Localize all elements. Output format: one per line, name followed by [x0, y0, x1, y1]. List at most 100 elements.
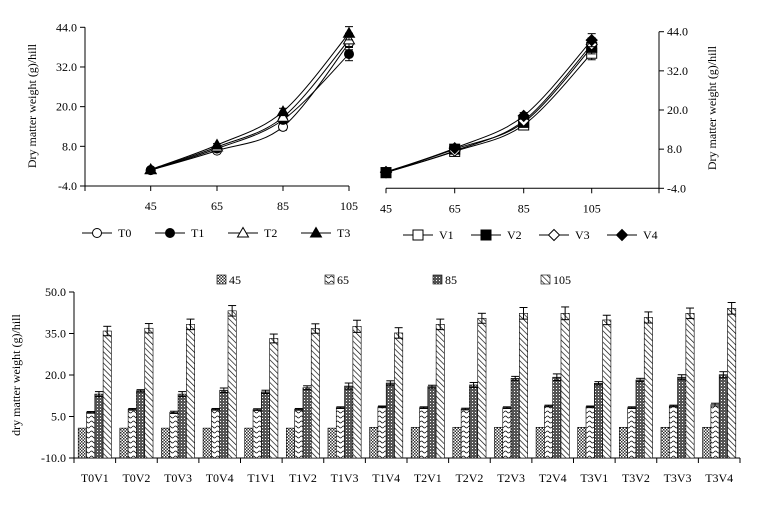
- y-tick-label: -10.0: [41, 451, 66, 465]
- bar: [677, 376, 687, 459]
- bar: [535, 426, 545, 459]
- bar: [577, 426, 587, 459]
- bar: [302, 387, 312, 459]
- x-tick-label: T2V1: [414, 471, 442, 485]
- bar: [94, 393, 104, 459]
- bar: [102, 330, 112, 459]
- x-tick-label: T3V2: [622, 471, 650, 485]
- bar: [410, 426, 420, 459]
- bar: [469, 384, 479, 459]
- series-line: [385, 39, 593, 173]
- x-tick-label: T0V4: [206, 471, 234, 485]
- bar: [261, 391, 270, 459]
- legend-label: 65: [337, 273, 349, 287]
- series-line: [385, 44, 593, 173]
- y-axis-label: Dry matter weight (g)/hill: [25, 43, 39, 168]
- data-point: [517, 109, 530, 123]
- bar: [519, 313, 528, 459]
- legend-marker: [547, 228, 561, 242]
- legend-item-T3: T3: [301, 226, 350, 240]
- bar: [394, 332, 404, 459]
- x-tick-label: T2V4: [539, 471, 567, 485]
- y-tick-label: 8.0: [667, 142, 682, 156]
- x-tick-label: 45: [380, 201, 392, 215]
- bar: [460, 408, 470, 459]
- bar: [718, 374, 728, 459]
- y-axis-label: dry matter weight (g)/hill: [9, 314, 23, 436]
- legend-swatch: [540, 274, 551, 285]
- y-tick-label: 20.0: [667, 103, 688, 117]
- data-point: [379, 165, 393, 179]
- bar: [668, 405, 678, 459]
- x-tick-label: T3V3: [664, 471, 692, 485]
- x-tick-label: T1V4: [372, 471, 400, 485]
- bar: [627, 407, 637, 459]
- series-105: [102, 302, 737, 459]
- bar: [144, 327, 154, 459]
- series-V1: [380, 46, 598, 179]
- legend-label: V3: [575, 228, 590, 242]
- y-tick-label: 5.0: [51, 410, 66, 424]
- bar: [77, 427, 87, 459]
- legend-marker: [165, 228, 175, 238]
- y-tick-label: 50.0: [45, 285, 66, 299]
- bar: [643, 317, 653, 459]
- legend-item-65: 65: [324, 273, 349, 287]
- y-tick-label: 20.0: [56, 100, 77, 114]
- legend-item-V1: V1: [403, 228, 454, 242]
- series-T0: [145, 36, 354, 176]
- x-tick-label: 65: [449, 201, 461, 215]
- legend-label: 105: [553, 273, 571, 287]
- legend-label: V4: [643, 228, 658, 242]
- bar: [161, 427, 171, 459]
- bar: [177, 393, 187, 459]
- bar: [252, 409, 262, 459]
- data-point: [210, 138, 224, 150]
- bar: [727, 308, 737, 459]
- line-chart-varieties: Dry matter weight (g)/hill -4.0 8.0 20.0 32…: [379, 25, 719, 242]
- legend-item-45: 45: [216, 273, 241, 287]
- bar: [494, 426, 504, 459]
- x-tick-label: 85: [277, 199, 289, 213]
- bar: [602, 319, 612, 459]
- legend-swatch: [324, 274, 335, 285]
- bar: [327, 427, 337, 459]
- bar: [594, 382, 603, 459]
- data-point: [342, 26, 356, 38]
- bar: [310, 328, 320, 459]
- y-tick-label: 35.0: [45, 327, 66, 341]
- bar-chart-combinations: dry matter weight (g)/hill -10.0 5.0 20.0 3…: [9, 273, 741, 485]
- data-point: [276, 105, 290, 117]
- bar: [294, 409, 304, 459]
- legend-label: 85: [445, 273, 457, 287]
- bar: [335, 407, 345, 459]
- bar: [552, 376, 562, 459]
- series-line: [150, 32, 350, 170]
- legend-marker: [309, 226, 323, 238]
- y-tick-label: 44.0: [56, 20, 77, 34]
- bar: [477, 317, 487, 459]
- legend-label: T1: [191, 226, 204, 240]
- line-chart-treatments: Dry matter weight (g)/hill -4.0 8.0 20.0 32…: [25, 20, 358, 240]
- y-tick-label: 8.0: [62, 139, 77, 153]
- legend-label: V2: [507, 228, 522, 242]
- y-tick-label: 32.0: [667, 64, 688, 78]
- x-tick-label: T1V1: [247, 471, 275, 485]
- x-tick-label: 105: [583, 201, 601, 215]
- legend-item-T2: T2: [228, 226, 277, 240]
- legend-swatch: [216, 274, 227, 285]
- x-tick-label: 105: [340, 199, 358, 213]
- legend-label: 45: [229, 273, 241, 287]
- bar: [510, 378, 520, 459]
- series-line: [150, 39, 350, 171]
- legend-item-V3: V3: [539, 228, 590, 242]
- bar: [136, 390, 146, 459]
- bar: [127, 409, 137, 459]
- bar: [269, 338, 279, 459]
- series-line: [150, 53, 350, 171]
- legend-item-T1: T1: [155, 226, 204, 240]
- data-point: [144, 162, 158, 174]
- bar: [385, 382, 395, 459]
- y-tick-label: 44.0: [667, 25, 688, 39]
